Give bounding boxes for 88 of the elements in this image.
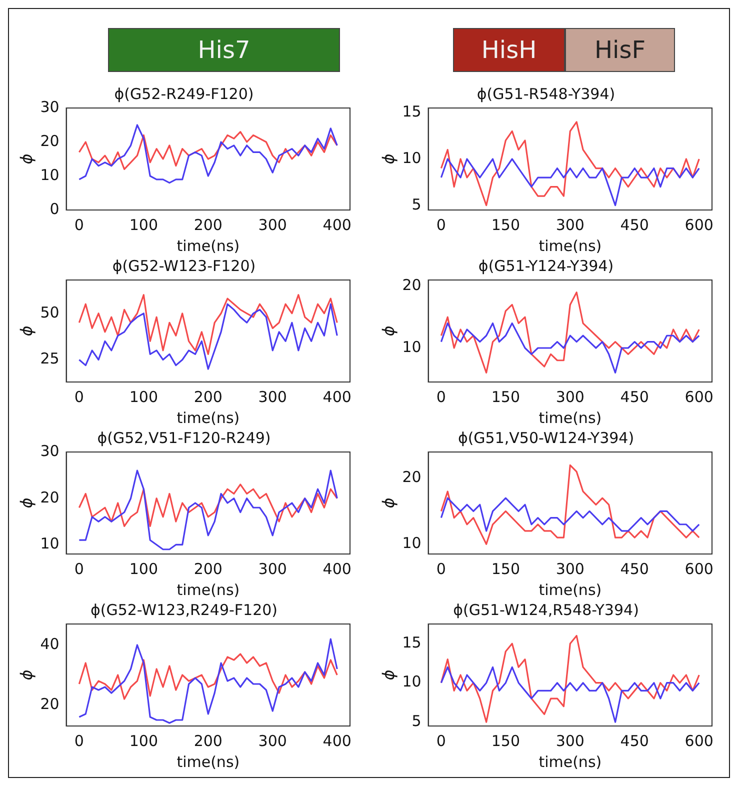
y-axis-title: ϕ [378,497,398,508]
y-tick-label: 15 [402,634,422,652]
x-tick-label: 300 [556,388,584,406]
x-tick-label: 300 [258,732,287,750]
chart-title: ϕ(G52-W123-F120) [112,256,256,275]
label-box: His7 [108,28,340,72]
x-tick-label: 300 [258,388,287,406]
y-tick-label: 5 [412,195,422,214]
chart-title: ϕ(G51-W124,R548-Y394) [453,600,639,619]
y-axis-title: ϕ [16,497,36,508]
x-tick-label: 0 [436,560,446,578]
y-tick-label: 0 [50,200,60,218]
y-tick-label: 10 [40,534,60,553]
label-box: HisF [565,28,675,72]
y-tick-label: 20 [40,132,60,150]
y-axis-title: ϕ [378,669,398,680]
x-tick-label: 0 [436,216,446,234]
chart-title: ϕ(G52-R249-F120) [114,84,254,103]
x-tick-label: 0 [74,216,84,234]
y-tick-label: 20 [40,488,60,506]
x-tick-label: 150 [491,216,520,234]
y-axis-title: ϕ [16,153,36,164]
y-tick-label: 20 [402,468,422,486]
y-tick-label: 10 [40,166,60,184]
x-axis-title: time(ns) [176,752,240,771]
y-tick-label: 50 [40,303,60,322]
x-tick-label: 600 [684,732,714,750]
x-tick-label: 450 [620,216,649,234]
x-tick-label: 100 [129,732,158,750]
y-tick-label: 20 [402,276,422,294]
y-tick-label: 5 [412,712,422,730]
x-tick-label: 0 [74,388,84,406]
y-tick-label: 25 [40,350,60,368]
y-tick-label: 30 [40,442,60,460]
label-box: HisH [453,28,565,72]
x-tick-label: 300 [556,560,584,578]
x-tick-label: 300 [556,732,584,750]
x-tick-label: 600 [684,388,714,406]
x-tick-label: 150 [491,388,520,406]
x-tick-label: 150 [491,560,520,578]
chart-title: ϕ(G52,V51-F120-R249) [97,428,271,447]
x-axis-title: time(ns) [538,408,602,427]
x-axis-title: time(ns) [538,580,602,599]
x-tick-label: 600 [684,216,714,234]
x-tick-label: 450 [620,388,649,406]
x-tick-label: 600 [684,560,714,578]
x-tick-label: 400 [322,732,352,750]
x-tick-label: 300 [258,216,287,234]
x-tick-label: 200 [194,560,222,578]
x-axis-title: time(ns) [176,236,240,255]
x-axis-title: time(ns) [176,408,240,427]
x-tick-label: 400 [322,560,352,578]
y-tick-label: 15 [402,102,422,121]
x-tick-label: 150 [491,732,520,750]
y-tick-label: 10 [402,534,422,552]
y-tick-label: 10 [402,148,422,167]
x-tick-label: 100 [129,560,158,578]
x-tick-label: 400 [322,216,352,234]
chart-title: ϕ(G51,V50-W124-Y394) [458,428,634,447]
y-axis-title: ϕ [378,325,398,336]
chart-title: ϕ(G51-Y124-Y394) [478,256,614,275]
x-tick-label: 200 [194,216,222,234]
y-axis-title: ϕ [378,153,398,164]
x-tick-label: 450 [620,732,649,750]
y-axis-title: ϕ [16,669,36,680]
x-axis-title: time(ns) [176,580,240,599]
x-axis-title: time(ns) [538,752,602,771]
x-tick-label: 0 [436,388,446,406]
x-tick-label: 200 [194,388,222,406]
x-tick-label: 300 [258,560,287,578]
x-tick-label: 0 [436,732,446,750]
x-tick-label: 300 [556,216,584,234]
y-tick-label: 10 [402,338,422,356]
y-tick-label: 20 [40,694,60,713]
y-axis-title: ϕ [16,325,36,336]
x-tick-label: 400 [322,388,352,406]
chart-title: ϕ(G52-W123,R249-F120) [90,600,278,619]
x-tick-label: 0 [74,560,84,578]
y-tick-label: 30 [40,98,60,116]
x-tick-label: 450 [620,560,649,578]
y-tick-label: 40 [40,634,60,653]
x-tick-label: 100 [129,216,158,234]
x-tick-label: 100 [129,388,158,406]
x-axis-title: time(ns) [538,236,602,255]
x-tick-label: 200 [194,732,222,750]
y-tick-label: 10 [402,672,422,691]
chart-title: ϕ(G51-R548-Y394) [476,84,616,103]
x-tick-label: 0 [74,732,84,750]
